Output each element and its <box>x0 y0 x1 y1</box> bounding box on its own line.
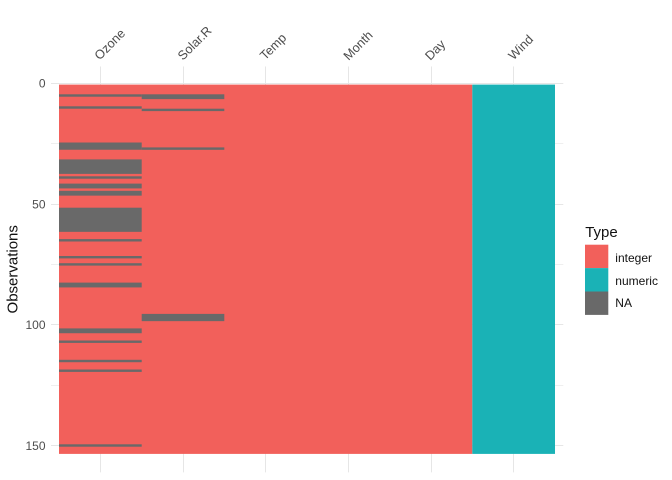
svg-text:numeric: numeric <box>615 274 658 288</box>
svg-text:100: 100 <box>25 318 45 332</box>
svg-text:NA: NA <box>615 296 632 310</box>
svg-text:Type: Type <box>585 224 618 241</box>
svg-text:150: 150 <box>25 439 45 453</box>
svg-text:integer: integer <box>615 251 652 265</box>
svg-text:50: 50 <box>32 197 46 211</box>
svg-text:0: 0 <box>39 77 46 91</box>
svg-text:Observations: Observations <box>4 225 21 313</box>
